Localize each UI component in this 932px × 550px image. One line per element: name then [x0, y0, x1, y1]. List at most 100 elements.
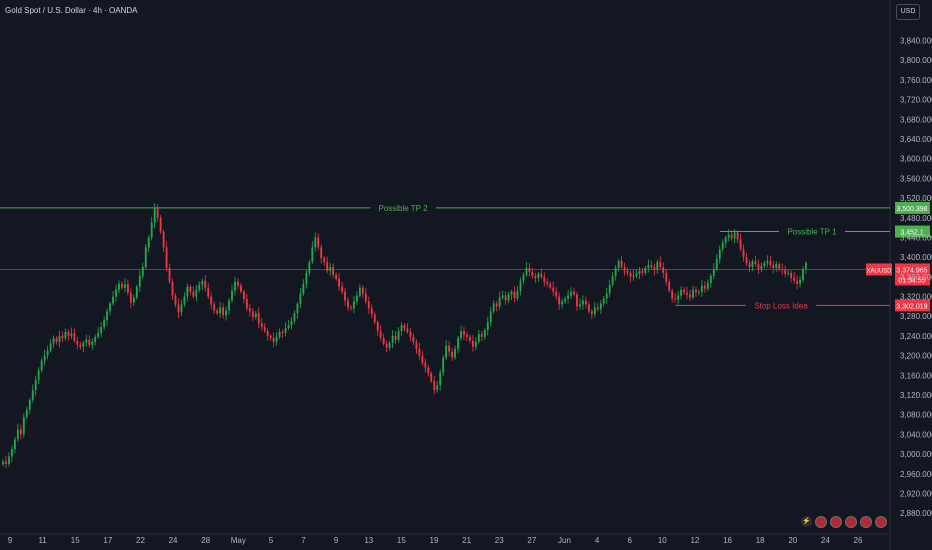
candle-body — [341, 286, 343, 292]
candle-body — [626, 270, 629, 273]
candle-body — [385, 343, 388, 348]
flag-icon[interactable] — [860, 516, 872, 528]
x-tick-label: Jun — [558, 536, 571, 545]
candle-body — [329, 267, 332, 271]
candle-body — [570, 291, 572, 296]
candle-body — [674, 298, 677, 300]
bottom-toolbar: ⚡ — [801, 516, 887, 530]
candle-body — [510, 291, 513, 295]
level-axis-value: 3,302.019 — [896, 303, 927, 310]
candle-body — [219, 307, 222, 314]
candle-body — [721, 242, 724, 250]
candle-body — [323, 258, 326, 263]
y-tick-label: 3,360.000 — [900, 273, 932, 282]
candle-body — [43, 355, 46, 361]
currency-unit-label[interactable]: USD — [896, 4, 920, 20]
candle-body — [85, 339, 88, 343]
candle-body — [79, 344, 82, 347]
candle-body — [124, 284, 126, 288]
candle-body — [37, 370, 40, 381]
candle-body — [775, 264, 778, 268]
y-tick-label: 3,240.000 — [900, 332, 932, 341]
level-axis-tag — [895, 201, 930, 214]
chart-title: Gold Spot / U.S. Dollar · 4h · OANDA — [5, 6, 138, 15]
candle-body — [442, 357, 445, 373]
candle-body — [28, 399, 31, 410]
candle-body — [171, 281, 174, 296]
flag-icon[interactable] — [875, 516, 887, 528]
candle-body — [94, 336, 97, 342]
candle-body — [213, 304, 216, 311]
candle-body — [463, 331, 465, 335]
candle-body — [796, 280, 798, 284]
candle-body — [400, 325, 403, 331]
candle-body — [730, 234, 733, 239]
candle-body — [608, 284, 611, 294]
candle-body — [632, 275, 635, 277]
candle-body — [546, 281, 549, 284]
candle-body — [492, 303, 495, 312]
candle-body — [561, 301, 564, 305]
candle-body — [58, 335, 61, 342]
candle-body — [781, 268, 784, 270]
candle-body — [49, 343, 52, 351]
y-tick-label: 3,000.000 — [900, 450, 932, 459]
candle-body — [805, 263, 807, 269]
candle-body — [576, 294, 578, 307]
candle-body — [596, 307, 599, 310]
candle-body — [460, 331, 462, 338]
flag-icon[interactable] — [815, 516, 827, 528]
candle-body — [680, 289, 683, 296]
candle-body — [379, 331, 382, 338]
y-tick-label: 3,560.000 — [900, 174, 932, 183]
candle-body — [61, 335, 64, 339]
candle-body — [507, 294, 510, 301]
candle-body — [617, 261, 620, 268]
candle-body — [397, 331, 400, 340]
level-label: Possible TP 1 — [787, 228, 837, 237]
candle-body — [715, 259, 718, 269]
candle-body — [347, 300, 349, 308]
candle-body — [234, 281, 236, 291]
y-tick-label: 3,440.000 — [900, 233, 932, 242]
candle-body — [335, 274, 338, 279]
candle-body — [709, 275, 712, 283]
flag-icon[interactable] — [845, 516, 857, 528]
x-tick-label: 20 — [788, 536, 797, 545]
candle-body — [611, 275, 614, 285]
candle-body — [361, 287, 364, 294]
lightning-icon[interactable]: ⚡ — [801, 516, 812, 527]
candle-body — [623, 267, 626, 271]
candle-body — [141, 267, 144, 276]
y-tick-label: 3,640.000 — [900, 135, 932, 144]
candle-body — [159, 217, 162, 232]
candle-body — [207, 287, 210, 297]
candle-body — [537, 273, 540, 278]
candle-body — [216, 310, 219, 314]
x-tick-label: 9 — [8, 536, 13, 545]
candle-body — [25, 409, 28, 418]
candle-body — [311, 247, 314, 263]
candle-body — [370, 308, 373, 315]
candle-body — [599, 303, 602, 310]
candle-body — [52, 338, 55, 344]
candle-body — [13, 439, 16, 450]
flag-icon[interactable] — [830, 516, 842, 528]
candle-body — [174, 295, 177, 305]
candle-body — [409, 331, 412, 337]
candle-body — [132, 297, 135, 303]
candle-body — [412, 336, 415, 342]
candle-body — [641, 270, 644, 273]
x-tick-label: 27 — [527, 536, 536, 545]
level-label: Stop Loss Idea — [754, 301, 808, 310]
candle-body — [103, 320, 106, 328]
candle-body — [733, 232, 736, 239]
y-tick-label: 3,480.000 — [900, 214, 932, 223]
candle-body — [254, 313, 257, 318]
candle-body — [5, 461, 7, 464]
candle-body — [305, 272, 308, 284]
candle-body — [433, 381, 436, 391]
candle-body — [201, 280, 204, 285]
y-tick-label: 3,680.000 — [900, 115, 932, 124]
